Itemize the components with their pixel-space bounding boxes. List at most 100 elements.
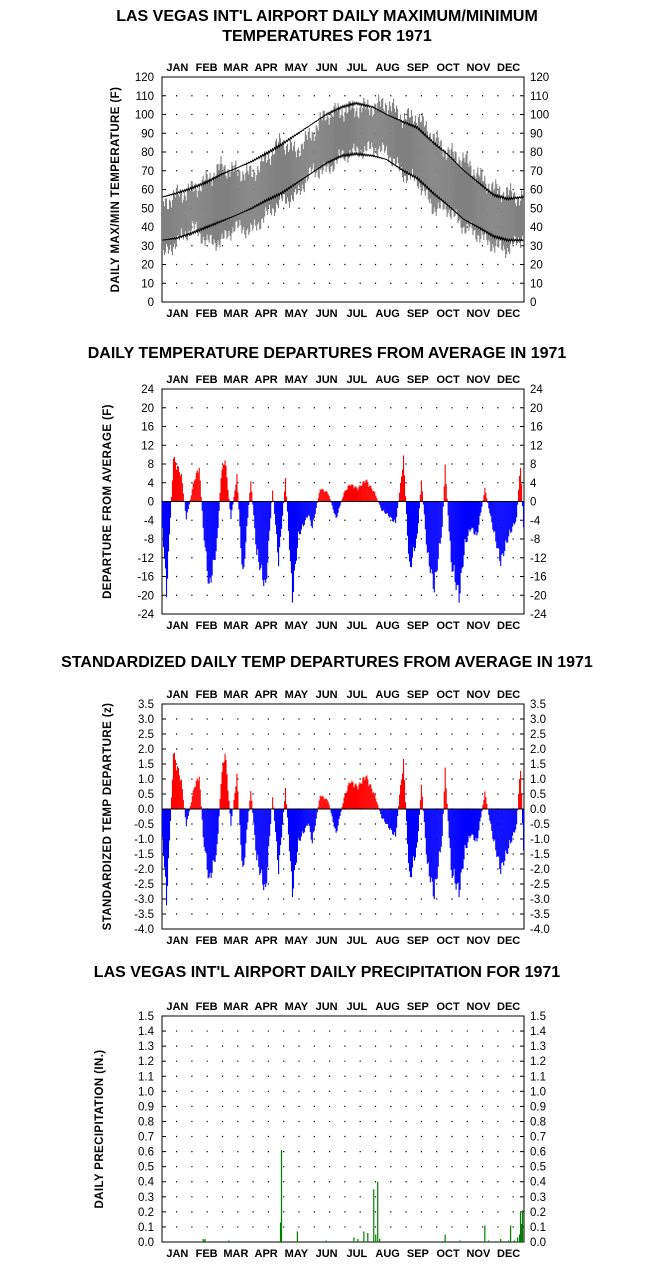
precip-bar bbox=[279, 1222, 282, 1242]
departure-bar bbox=[308, 809, 310, 826]
temperature-chart-title-line1: LAS VEGAS INT'L AIRPORT DAILY MAXIMUM/MI… bbox=[116, 8, 538, 25]
departure-bar bbox=[181, 483, 183, 502]
departure-bar bbox=[259, 809, 261, 875]
y-tick-label-left: -3.0 bbox=[134, 894, 154, 906]
month-label-top: JUN bbox=[316, 1001, 338, 1013]
departure-bar bbox=[300, 501, 302, 530]
precip-bar bbox=[516, 1237, 519, 1242]
departure-bar bbox=[435, 501, 437, 573]
departure-bar bbox=[523, 501, 525, 528]
y-tick-label-left: -4 bbox=[144, 515, 155, 527]
departure-bar bbox=[464, 809, 466, 845]
departure-bar bbox=[334, 501, 336, 515]
departure-bar bbox=[383, 501, 385, 511]
departure-bar bbox=[318, 492, 320, 502]
departure-bar bbox=[478, 501, 480, 525]
departure-bar bbox=[378, 501, 380, 503]
departure-bar bbox=[177, 466, 179, 502]
departure-bar bbox=[239, 501, 241, 527]
departure-bar bbox=[246, 501, 248, 527]
departure-bar bbox=[443, 791, 445, 809]
departure-bar bbox=[406, 809, 409, 844]
departure-bar bbox=[501, 809, 503, 864]
departure-bar bbox=[379, 809, 381, 811]
departure-bar bbox=[182, 493, 184, 502]
departure-bar bbox=[423, 501, 425, 515]
departure-bar bbox=[333, 809, 335, 827]
departure-bar bbox=[375, 798, 377, 809]
month-label-bottom: AUG bbox=[375, 620, 399, 632]
y-tick-label-left: 2.0 bbox=[138, 744, 154, 756]
departure-bar bbox=[354, 486, 356, 502]
plot-frame bbox=[161, 1015, 525, 1243]
departure-bar bbox=[415, 501, 417, 539]
departure-bar bbox=[188, 501, 190, 505]
departure-bar bbox=[275, 501, 277, 525]
departure-bar bbox=[241, 809, 243, 861]
departure-bar bbox=[229, 501, 231, 510]
y-tick-label-right: 16 bbox=[530, 422, 543, 434]
departure-bar bbox=[425, 501, 427, 545]
y-tick-label-right: -3.5 bbox=[530, 909, 550, 921]
departure-bar bbox=[521, 484, 523, 502]
departure-bar bbox=[299, 501, 301, 535]
departure-bar bbox=[419, 800, 421, 809]
departure-bar bbox=[161, 501, 164, 529]
y-tick-label-right: 0.9 bbox=[530, 1101, 546, 1113]
departure-bar bbox=[349, 485, 351, 502]
departure-bar bbox=[367, 482, 369, 502]
departure-bar bbox=[194, 479, 196, 502]
departure-bar bbox=[493, 501, 495, 533]
departure-bar bbox=[459, 809, 461, 890]
departure-bar bbox=[437, 501, 439, 559]
departure-bar bbox=[484, 487, 486, 502]
precip-bar bbox=[363, 1231, 365, 1242]
departure-bar bbox=[398, 806, 400, 809]
y-tick-label-right: 1.4 bbox=[530, 1026, 547, 1038]
departure-bar bbox=[447, 501, 449, 516]
departure-bar bbox=[232, 501, 234, 505]
departure-bar bbox=[384, 501, 386, 513]
y-tick-label-left: 0.5 bbox=[138, 1162, 154, 1174]
departure-bar bbox=[319, 489, 321, 502]
departure-bar bbox=[172, 753, 175, 809]
departure-bar bbox=[214, 809, 216, 863]
departure-bar bbox=[287, 809, 290, 835]
departure-bar bbox=[210, 809, 212, 878]
departure-bar bbox=[252, 501, 254, 505]
departure-bar bbox=[207, 809, 209, 879]
departure-bar bbox=[179, 780, 181, 809]
departure-bar bbox=[322, 489, 324, 502]
departure-bar bbox=[497, 809, 499, 857]
departure-bar bbox=[378, 807, 380, 809]
departure-bar bbox=[383, 809, 385, 819]
departure-bar bbox=[365, 480, 367, 502]
y-tick-label-left: 0.3 bbox=[138, 1192, 154, 1204]
departure-bar bbox=[334, 809, 336, 829]
departure-bar bbox=[321, 488, 323, 502]
y-tick-label-right: 80 bbox=[530, 147, 543, 159]
departure-bar bbox=[231, 809, 233, 817]
month-label-top: NOV bbox=[466, 689, 491, 701]
month-label-top: APR bbox=[255, 62, 278, 74]
departure-bar bbox=[323, 799, 325, 809]
month-label-top: JUL bbox=[346, 1001, 367, 1013]
departure-bar bbox=[253, 501, 255, 516]
y-tick-label-right: -3.0 bbox=[530, 894, 550, 906]
departure-bar bbox=[475, 809, 477, 838]
departure-bar bbox=[306, 809, 308, 826]
departure-bar bbox=[479, 809, 481, 822]
departure-bar bbox=[442, 809, 444, 815]
departure-bar bbox=[517, 809, 519, 811]
departure-bar bbox=[465, 809, 467, 849]
departure-bar bbox=[173, 752, 175, 809]
departure-bar bbox=[385, 501, 387, 514]
precip-bar bbox=[459, 1240, 461, 1242]
departure-bar bbox=[202, 501, 204, 528]
departure-bar bbox=[502, 501, 504, 554]
departure-bar bbox=[278, 809, 280, 875]
month-label-top: AUG bbox=[375, 689, 399, 701]
departure-bar bbox=[338, 501, 340, 509]
departure-bar bbox=[321, 795, 323, 809]
temperature-chart-title-line2: TEMPERATURES FOR 1971 bbox=[222, 28, 432, 45]
